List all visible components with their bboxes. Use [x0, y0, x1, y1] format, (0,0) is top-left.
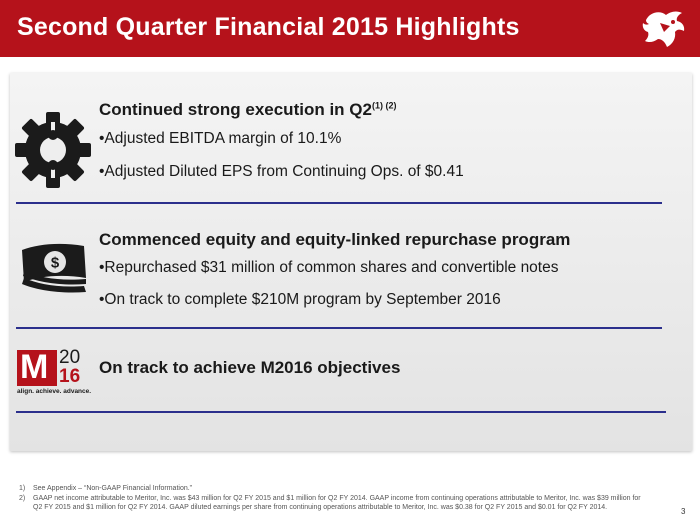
- section-2-bullet-2: •On track to complete $210M program by S…: [99, 291, 501, 308]
- section-divider: [16, 327, 662, 329]
- money-bills-icon: $: [22, 243, 86, 293]
- bull-head-logo-icon: [642, 11, 685, 47]
- section-2-title: Commenced equity and equity-linked repur…: [99, 230, 571, 249]
- footnote-2: 2) GAAP net income attributable to Merit…: [19, 494, 649, 512]
- page-number: 3: [681, 507, 686, 516]
- footnote-number: 1): [19, 485, 26, 492]
- m2016-logo-tagline: align. achieve. advance.: [17, 388, 92, 395]
- page-title: Second Quarter Financial 2015 Highlights: [17, 13, 520, 41]
- section-divider: [16, 411, 666, 413]
- title-bar: Second Quarter Financial 2015 Highlights: [0, 0, 700, 57]
- footnotes: 1) See Appendix – “Non-GAAP Financial In…: [19, 484, 649, 513]
- footnote-text: See Appendix – “Non-GAAP Financial Infor…: [33, 485, 193, 492]
- section-divider: [16, 202, 662, 204]
- m2016-logo-letter: M: [20, 348, 49, 386]
- svg-text:$: $: [51, 255, 60, 272]
- section-1-title: Continued strong execution in Q2(1) (2): [99, 100, 397, 119]
- section-3-title: On track to achieve M2016 objectives: [99, 358, 401, 377]
- m2016-logo-year-bottom: 16: [59, 366, 81, 387]
- footnote-number: 2): [19, 495, 26, 502]
- section-1-bullet-1: •Adjusted EBITDA margin of 10.1%: [99, 130, 342, 147]
- section-1-footnote-refs: (1) (2): [371, 100, 397, 111]
- section-1-bullet-2: •Adjusted Diluted EPS from Continuing Op…: [99, 163, 464, 180]
- section-2-bullet-1: •Repurchased $31 million of common share…: [99, 259, 559, 276]
- m2016-logo-year-top: 20: [59, 347, 81, 368]
- highlights-panel: [10, 73, 692, 451]
- gear-icon: [15, 112, 91, 188]
- footnote-text: GAAP net income attributable to Meritor,…: [33, 495, 641, 511]
- footnote-1: 1) See Appendix – “Non-GAAP Financial In…: [19, 484, 649, 493]
- m2016-logo-box: M: [17, 348, 57, 386]
- m2016-logo-icon: M 20 16 align. achieve. advance.: [17, 347, 93, 398]
